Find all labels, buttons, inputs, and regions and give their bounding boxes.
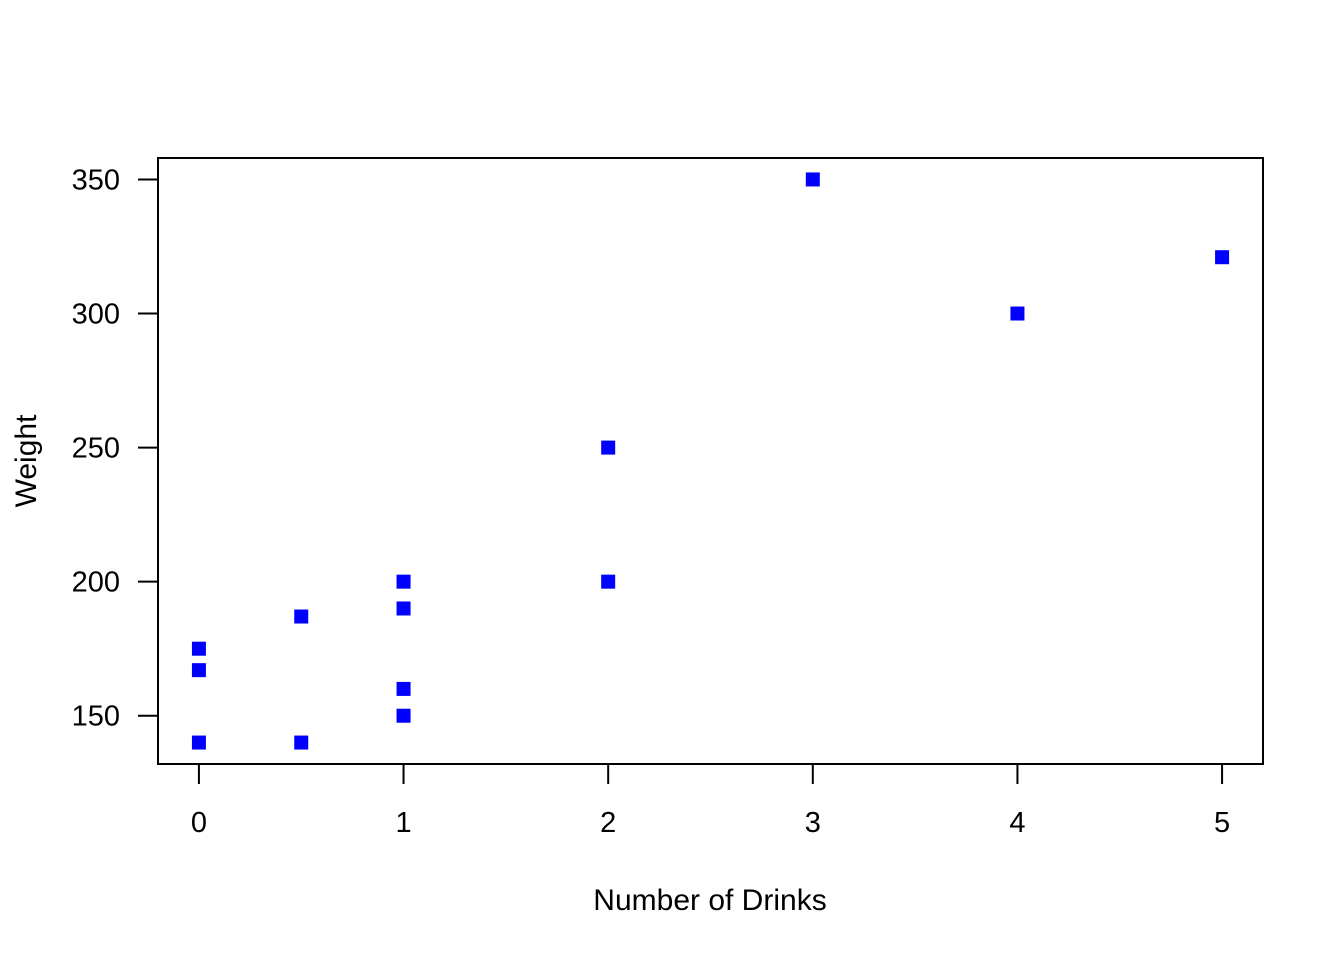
data-point [396,601,411,616]
data-point [601,574,616,589]
data-point [396,708,411,723]
x-tick-label: 5 [1214,807,1230,839]
data-point [191,735,206,750]
y-axis: 150 200 250 300 350 [72,164,159,733]
y-tick-label: 200 [72,567,120,599]
x-tick-label: 0 [191,807,207,839]
x-axis: 0 1 2 3 4 5 [191,763,1230,839]
x-axis-label: Number of Drinks [593,884,826,917]
x-tick-label: 3 [805,807,821,839]
data-point [396,681,411,696]
data-point [294,609,309,624]
x-tick-label: 1 [395,807,411,839]
data-point [191,663,206,678]
data-point [396,574,411,589]
y-axis-label: Weight [10,414,43,507]
data-point [294,735,309,750]
y-tick-label: 250 [72,433,120,465]
y-tick-label: 300 [72,299,120,331]
data-point [601,440,616,455]
data-point [1215,250,1230,265]
data-point [805,172,820,187]
plot-frame [157,157,1264,765]
x-tick-label: 2 [600,807,616,839]
x-tick-label: 4 [1009,807,1025,839]
y-tick-label: 350 [72,164,120,196]
data-points [191,172,1230,750]
y-tick-label: 150 [72,701,120,733]
data-point [191,641,206,656]
data-point [1010,306,1025,321]
